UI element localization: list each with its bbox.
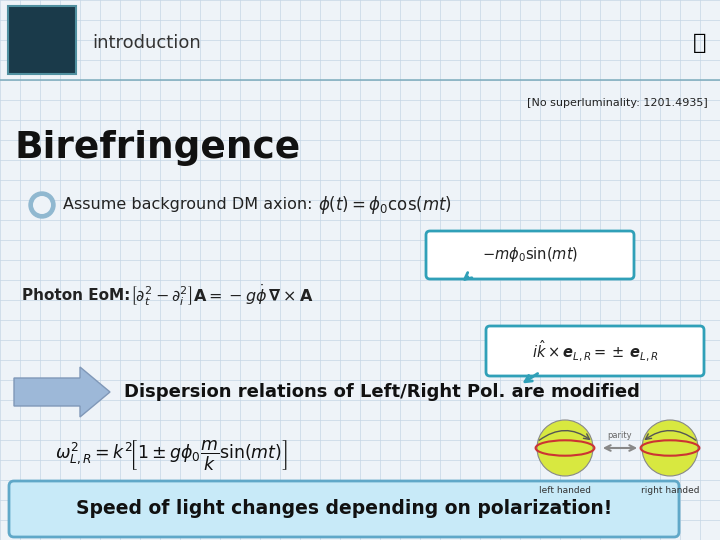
Circle shape <box>642 420 698 476</box>
Polygon shape <box>14 367 110 417</box>
Text: $-m\phi_0 \sin(mt)$: $-m\phi_0 \sin(mt)$ <box>482 246 578 265</box>
Text: $\omega_{L,R}^2 = k^2\!\left[1 \pm g\phi_0 \dfrac{m}{k}\sin(mt)\right]$: $\omega_{L,R}^2 = k^2\!\left[1 \pm g\phi… <box>55 438 288 472</box>
FancyBboxPatch shape <box>8 6 76 74</box>
Text: left handed: left handed <box>539 486 591 495</box>
FancyBboxPatch shape <box>426 231 634 279</box>
Text: $\phi(t) = \phi_0 \cos(mt)$: $\phi(t) = \phi_0 \cos(mt)$ <box>318 194 452 216</box>
Text: right handed: right handed <box>641 486 699 495</box>
Text: [No superluminality: 1201.4935]: [No superluminality: 1201.4935] <box>527 98 708 108</box>
FancyBboxPatch shape <box>9 481 679 537</box>
Text: Dispersion relations of Left/Right Pol. are modified: Dispersion relations of Left/Right Pol. … <box>124 383 640 401</box>
Text: $\left[\partial_t^2 - \partial_i^2\right]\mathbf{A} = -g\dot{\phi}\,\boldsymbol{: $\left[\partial_t^2 - \partial_i^2\right… <box>130 282 313 308</box>
Text: Speed of light changes depending on polarization!: Speed of light changes depending on pola… <box>76 500 612 518</box>
Circle shape <box>537 420 593 476</box>
Text: parity: parity <box>608 431 632 441</box>
Text: $i\hat{k} \times \boldsymbol{e}_{L,R} = \pm\, \boldsymbol{e}_{L,R}$: $i\hat{k} \times \boldsymbol{e}_{L,R} = … <box>532 339 658 363</box>
Text: Assume background DM axion:: Assume background DM axion: <box>63 198 312 213</box>
Text: introduction: introduction <box>92 34 201 52</box>
FancyBboxPatch shape <box>486 326 704 376</box>
Circle shape <box>29 192 55 218</box>
Text: Birefringence: Birefringence <box>14 130 300 166</box>
Text: Photon EoM:: Photon EoM: <box>22 287 130 302</box>
Circle shape <box>33 196 51 214</box>
Text: 📓: 📓 <box>693 33 707 53</box>
